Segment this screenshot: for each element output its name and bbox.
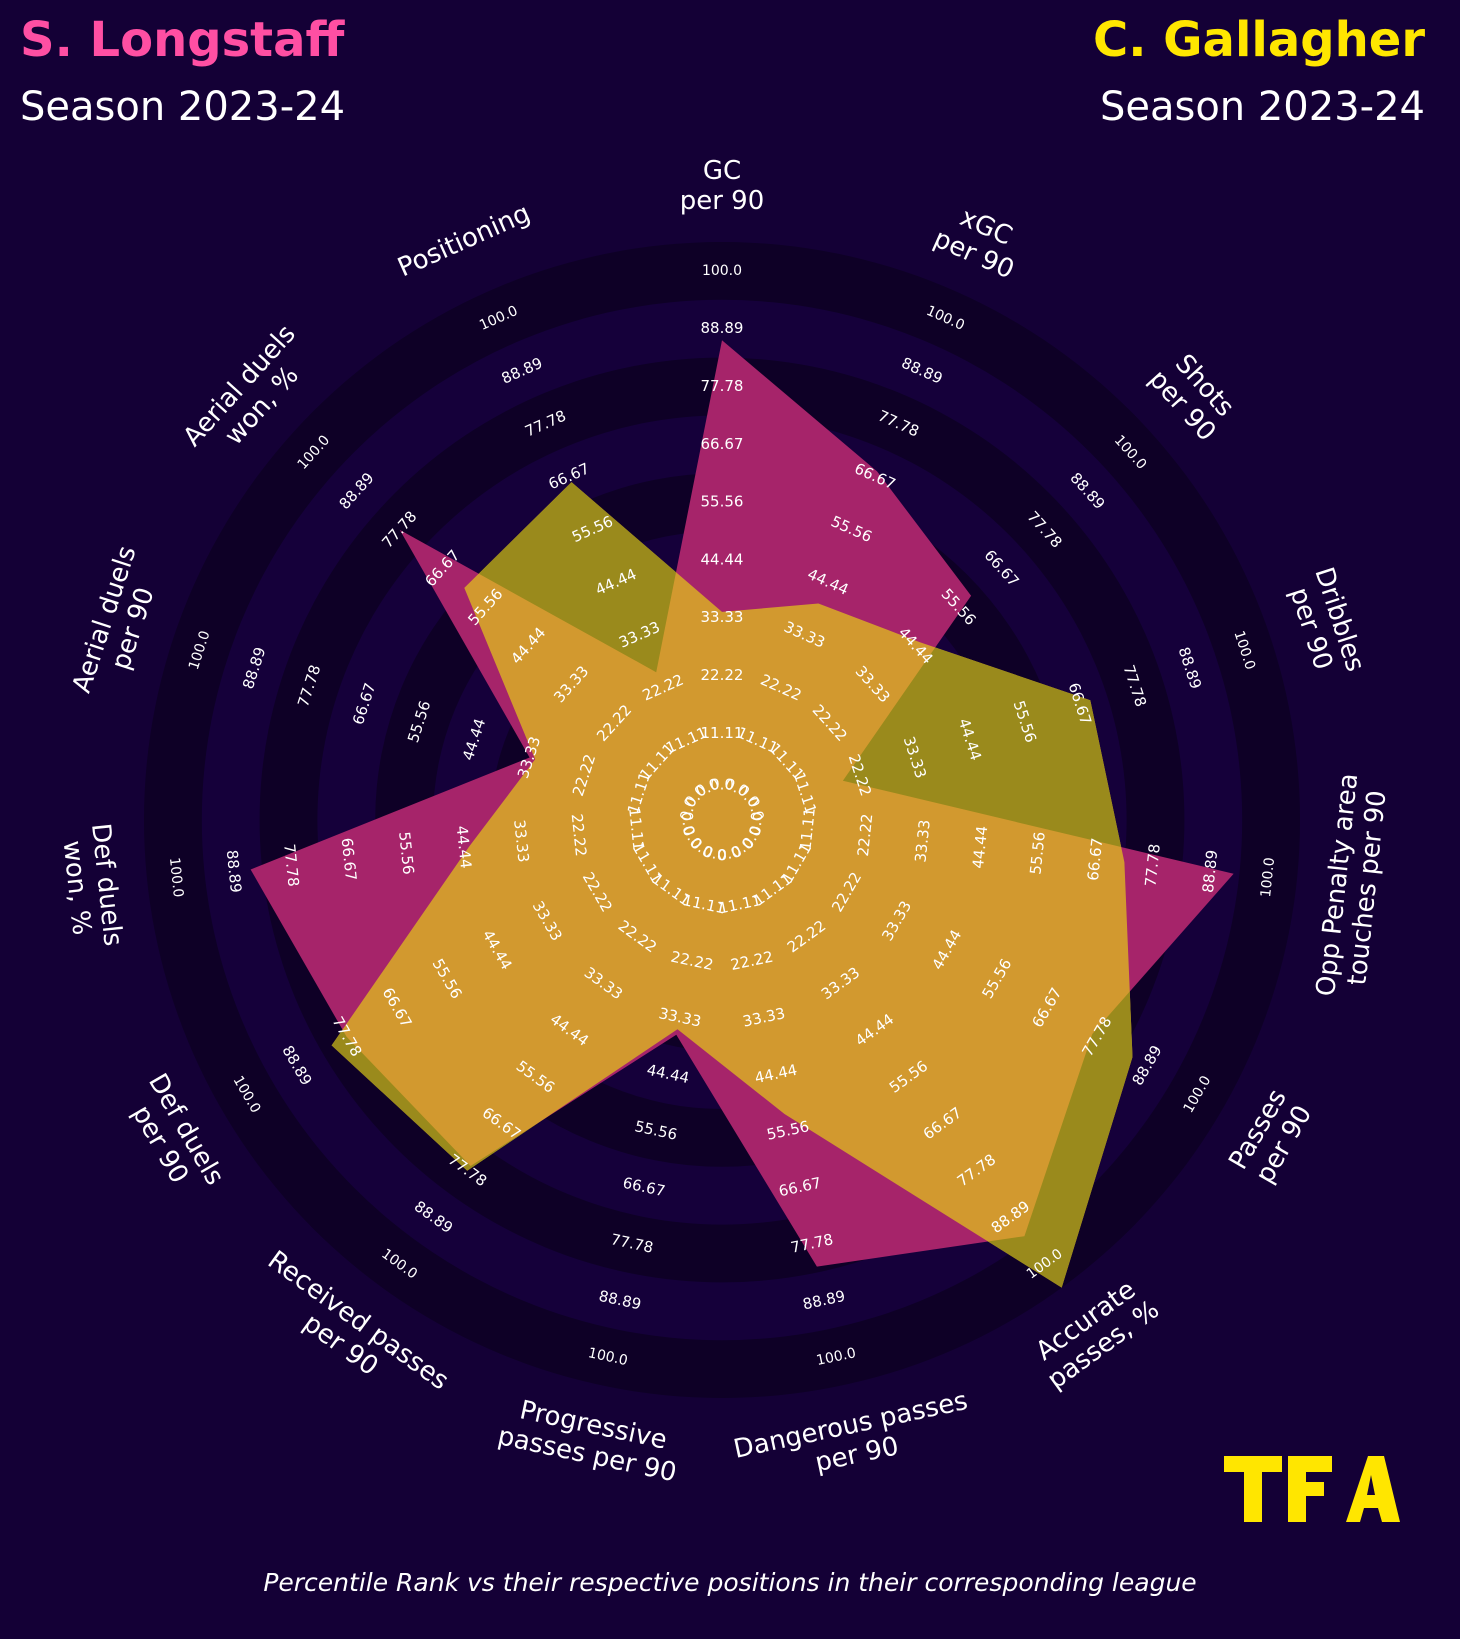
radar-tick-label: 77.78	[701, 377, 744, 395]
radar-tick-label: 88.89	[1199, 849, 1221, 894]
radar-tick-label: 22.22	[568, 813, 590, 858]
radar-axis-label: xGCper 90	[929, 196, 1031, 285]
radar-tick-label: 66.67	[701, 435, 744, 453]
radar-tick-label: 55.56	[395, 831, 417, 876]
radar-tick-label: 100.0	[1258, 857, 1278, 899]
radar-tick-label: 44.44	[969, 825, 991, 870]
radar-tick-label: 55.56	[701, 493, 744, 511]
radar-tick-label: 0.0	[716, 842, 743, 865]
radar-tick-label: 77.78	[280, 843, 302, 888]
right-player-title: C. Gallagher	[1092, 12, 1425, 68]
radar-axis-label-line: Positioning	[393, 198, 534, 283]
radar-axis-label: Dribblesper 90	[1280, 564, 1370, 685]
footnote: Percentile Rank vs their respective posi…	[263, 1568, 1197, 1597]
radar-axis-label: Opp Penalty areatouches per 90	[1311, 772, 1394, 1001]
radar-axis-label: Dangerous passesper 90	[731, 1386, 977, 1494]
radar-tick-label: 55.56	[1027, 831, 1049, 876]
radar-axis-label-line: GC	[703, 156, 741, 186]
radar-axis-label-line: per 90	[680, 186, 765, 216]
radar-tick-label: 0.0	[710, 776, 734, 794]
right-player-season: Season 2023-24	[1099, 84, 1425, 130]
radar-tick-label: 44.44	[453, 825, 475, 870]
radar-tick-label: 22.22	[701, 666, 744, 684]
radar-axis-label: Positioning	[393, 198, 534, 283]
radar-tick-label: 11.11	[625, 807, 647, 852]
tfa-logo	[1224, 1456, 1400, 1522]
radar-axis-label: Progressivepasses per 90	[495, 1392, 685, 1489]
radar-tick-label: 0.0	[746, 811, 766, 837]
radar-tick-label: 88.89	[701, 319, 744, 337]
radar-tick-label: 33.33	[510, 819, 532, 864]
radar-tick-label: 0.0	[678, 811, 698, 837]
radar-tick-label: 11.11	[701, 724, 744, 742]
radar-tick-label: 33.33	[701, 608, 744, 626]
radar-tick-label: 66.67	[338, 837, 360, 882]
radar-tick-label: 44.44	[701, 550, 744, 568]
radar-tick-label: 33.33	[912, 819, 934, 864]
radar-axis-label: Passesper 90	[1223, 1084, 1319, 1189]
left-player-title: S. Longstaff	[20, 12, 345, 68]
radar-tick-label: 77.78	[1141, 843, 1163, 888]
radar-tick-label: 11.11	[797, 807, 819, 852]
radar-tick-label: 100.0	[702, 263, 742, 279]
radar-tick-label: 66.67	[1084, 837, 1106, 882]
radar-tick-label: 22.22	[854, 813, 876, 858]
radar-axis-label: Shotsper 90	[1143, 344, 1244, 447]
radar-axis-label: Def duelswon, %	[55, 822, 128, 951]
radar-tick-label: 0.0	[701, 842, 728, 865]
radar-tick-label: 88.89	[223, 849, 245, 894]
radar-axis-label: Aerial duelsper 90	[67, 542, 171, 706]
left-player-season: Season 2023-24	[20, 84, 346, 130]
radar-axis-label: GC per 90	[680, 156, 765, 216]
radar-tick-label: 100.0	[166, 857, 186, 899]
